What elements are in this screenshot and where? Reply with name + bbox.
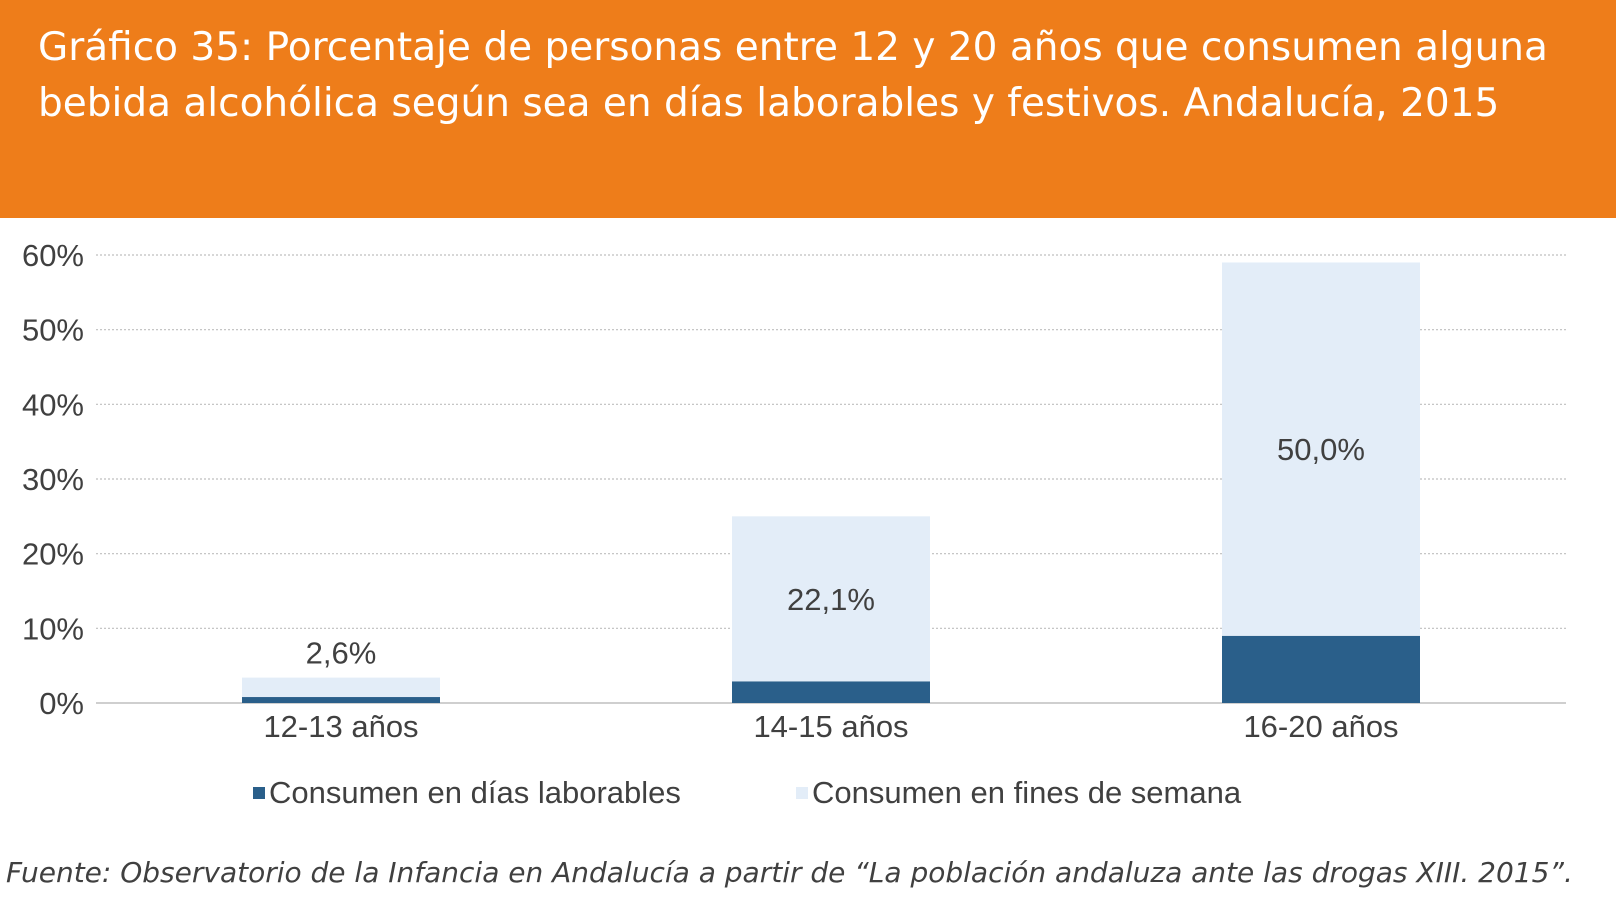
y-tick-label: 60% <box>22 238 84 273</box>
y-tick-label: 40% <box>22 387 84 422</box>
y-tick-label: 10% <box>22 611 84 646</box>
legend-item-laborables: Consumen en días laborables <box>253 773 681 813</box>
bar-fines-semana <box>1222 262 1420 636</box>
bar-fines-semana <box>242 677 440 698</box>
legend-label-laborables: Consumen en días laborables <box>269 775 681 810</box>
title-banner: Gráfico 35: Porcentaje de personas entre… <box>0 0 1616 218</box>
bar-laborables <box>242 697 440 703</box>
x-tick-label: 16-20 años <box>1243 709 1398 744</box>
x-tick-label: 14-15 años <box>753 709 908 744</box>
x-tick-label: 12-13 años <box>263 709 418 744</box>
legend-swatch-laborables <box>253 787 265 799</box>
chart-legend: Consumen en días laborables Consumen en … <box>0 773 1620 813</box>
legend-label-fines-semana: Consumen en fines de semana <box>812 775 1242 810</box>
bar-laborables <box>1222 635 1420 703</box>
y-tick-label: 50% <box>22 313 84 348</box>
bar-laborables <box>732 681 930 703</box>
data-label: 22,1% <box>787 582 875 617</box>
bar-chart: 0% 10% 20% 30% 40% 50% 60% 2,6% 12-13 años 22,1% 1… <box>22 238 1566 744</box>
data-label: 2,6% <box>306 636 377 671</box>
y-tick-label: 30% <box>22 462 84 497</box>
y-tick-label: 20% <box>22 537 84 572</box>
data-label: 50,0% <box>1277 432 1365 467</box>
y-tick-label: 0% <box>39 686 84 721</box>
source-note: Fuente: Observatorio de la Infancia en A… <box>6 856 1573 889</box>
legend-item-fines-semana: Consumen en fines de semana <box>796 773 1241 813</box>
chart-title: Gráfico 35: Porcentaje de personas entre… <box>38 25 1548 126</box>
bar-fines-semana <box>732 516 930 682</box>
legend-swatch-fines-semana <box>796 787 808 799</box>
